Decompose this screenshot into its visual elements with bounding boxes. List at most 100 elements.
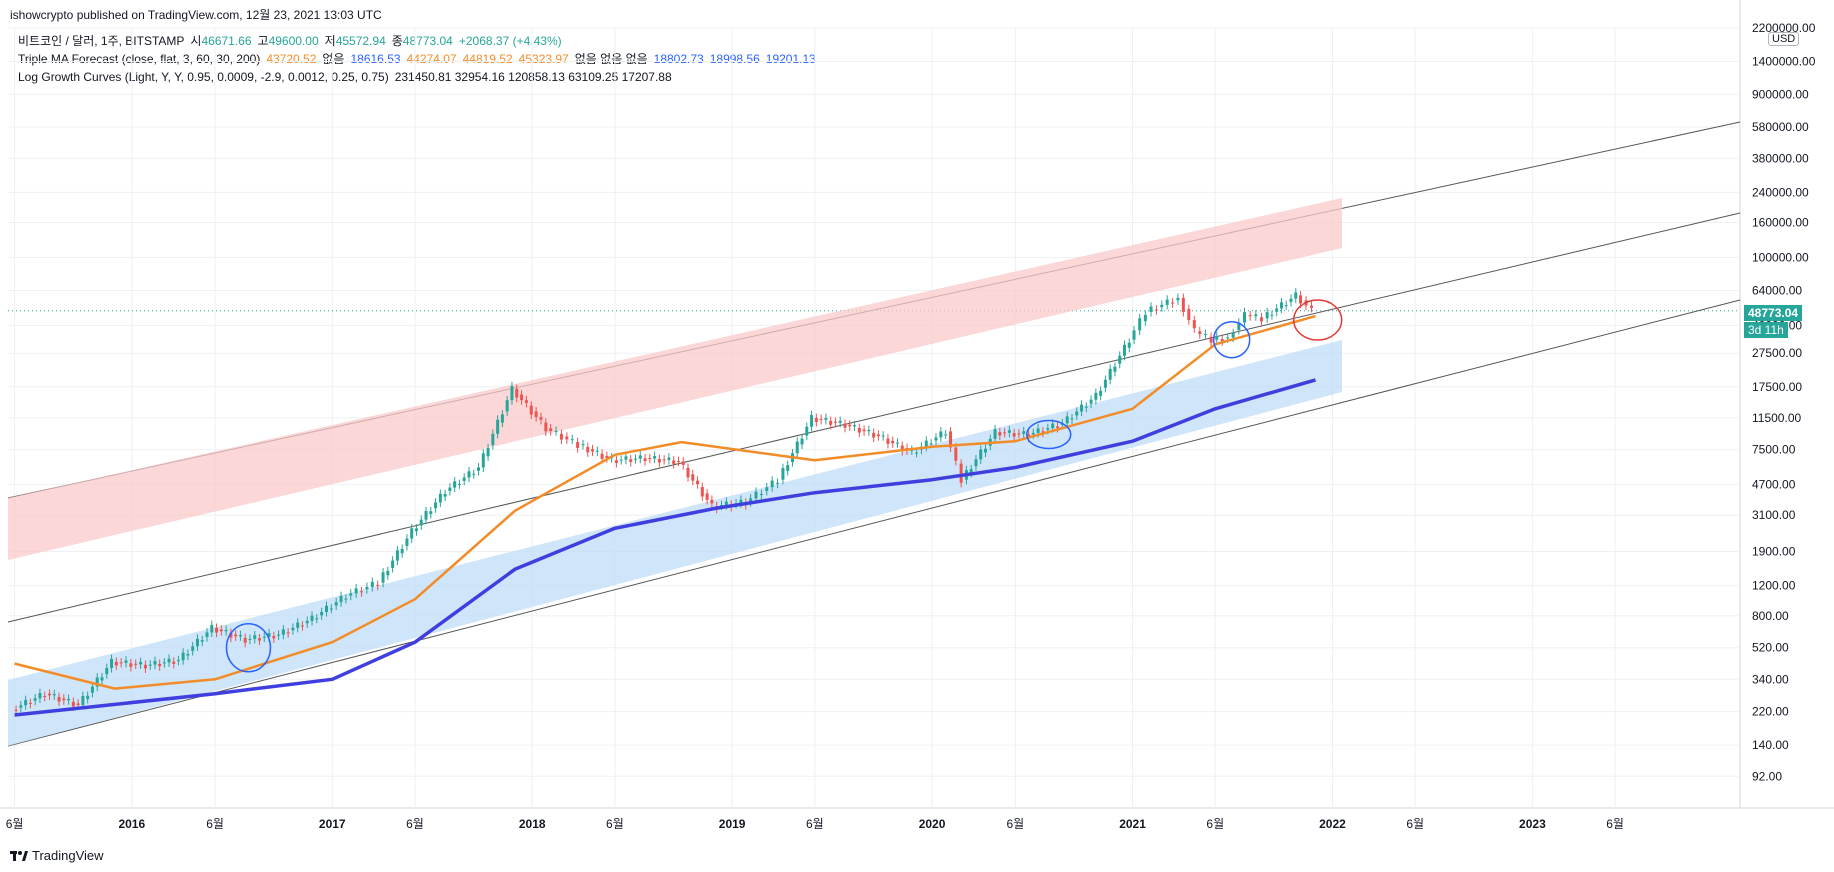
candle-body: [329, 608, 333, 610]
candle-body: [867, 429, 871, 432]
triple-ma-na1: 없음: [322, 52, 345, 66]
candle-body: [1187, 308, 1191, 321]
candle-body: [759, 493, 763, 495]
blue-circle-2016: [225, 622, 272, 673]
candle-body: [24, 700, 28, 706]
candle-body: [57, 696, 61, 702]
indicator-name-log-growth[interactable]: Log Growth Curves (Light, Y, Y, 0.95, 0.…: [18, 70, 389, 84]
candle-body: [1036, 428, 1040, 433]
candle-body: [339, 595, 343, 603]
candle-body: [267, 633, 271, 637]
candle-body: [258, 638, 262, 641]
candle-body: [344, 598, 348, 600]
candle-body: [1275, 308, 1279, 312]
candle-body: [52, 694, 56, 696]
candle-body: [386, 570, 390, 576]
candle-body: [410, 528, 414, 539]
candle-body: [1243, 312, 1247, 323]
x-tick-label: 2016: [118, 817, 145, 831]
candle-body: [376, 584, 380, 586]
candle-body: [119, 662, 123, 664]
open-value: 46671.66: [201, 34, 252, 48]
candle-body: [129, 663, 133, 667]
candle-body: [105, 668, 109, 675]
candle-body: [162, 662, 166, 664]
candle-body: [414, 528, 418, 532]
candle-body: [781, 468, 785, 480]
candle-body: [200, 640, 204, 642]
price-axis[interactable]: 2200000.00 1400000.00 900000.00 580000.00 38…: [1752, 21, 1816, 783]
candle-body: [634, 458, 638, 460]
candle-body: [749, 498, 753, 503]
candle-body: [472, 473, 476, 475]
candle-body: [819, 418, 823, 420]
low-label: 저: [324, 34, 336, 48]
candle-body: [595, 450, 599, 452]
candle-body: [191, 646, 195, 651]
candle-body: [158, 663, 162, 667]
candle-body: [1127, 342, 1131, 348]
candle-body: [857, 427, 861, 433]
candle-body: [1080, 404, 1084, 412]
candle-body: [457, 483, 461, 485]
candle-body: [724, 501, 728, 506]
x-tick-label: 6월: [1006, 817, 1024, 831]
tradingview-brand[interactable]: TradingView: [10, 848, 104, 863]
candle-body: [1198, 331, 1202, 335]
candle-body: [14, 709, 18, 711]
candle-body: [300, 625, 304, 627]
candle-body: [1003, 432, 1007, 434]
candle-body: [570, 439, 574, 441]
y-tick-label: 340.00: [1752, 672, 1789, 686]
candle-body: [754, 491, 758, 499]
candle-body: [805, 426, 809, 436]
candle-body: [1149, 306, 1153, 312]
candle-body: [229, 632, 233, 638]
candle-body: [944, 434, 948, 436]
candle-body: [110, 658, 114, 669]
indicator-name-triple-ma[interactable]: Triple MA Forecast (close, flat, 3, 60, …: [18, 52, 261, 66]
candle-body: [186, 653, 190, 656]
brand-name: TradingView: [32, 848, 104, 863]
candle-body: [829, 420, 833, 425]
candle-body: [238, 635, 242, 637]
candle-body: [1165, 299, 1169, 305]
candle-body: [1192, 320, 1196, 329]
candle-body: [354, 588, 358, 594]
candle-body: [277, 634, 281, 636]
candle-body: [667, 457, 671, 460]
candle-body: [969, 469, 973, 473]
candle-body: [586, 447, 590, 453]
candle-body: [886, 438, 890, 444]
candle-body: [224, 629, 228, 632]
y-tick-label: 2200000.00: [1752, 21, 1816, 35]
triple-ma-v2: 18616.53: [350, 52, 401, 66]
candle-body: [600, 453, 604, 459]
y-tick-label: 160000.00: [1752, 216, 1809, 230]
candle-body: [167, 658, 171, 663]
candle-body: [1113, 366, 1117, 372]
candle-body: [286, 632, 290, 634]
candle-body: [320, 612, 324, 616]
candle-body: [1294, 292, 1298, 299]
time-axis[interactable]: 6월 2016 6월 2017 6월 2018 6월 2019 6월 2020 6월 2021 6월 20…: [6, 817, 1624, 831]
y-tick-label: 140.00: [1752, 738, 1789, 752]
annotation-circles[interactable]: [225, 299, 1343, 673]
candle-body: [700, 487, 704, 497]
candle-body: [676, 460, 680, 462]
candle-body: [114, 661, 118, 666]
candle-body: [81, 696, 85, 706]
candle-body: [100, 677, 104, 681]
symbol-label[interactable]: 비트코인 / 달러, 1주, BITSTAMP: [18, 34, 185, 48]
currency-label[interactable]: USD: [1768, 32, 1800, 46]
candle-body: [974, 459, 978, 467]
candle-body: [510, 386, 514, 401]
candle-body: [310, 615, 314, 621]
ma-200-line: [14, 378, 1316, 717]
candle-body: [810, 415, 814, 427]
x-tick-label: 6월: [406, 817, 424, 831]
candle-body: [544, 422, 548, 432]
candle-body: [248, 638, 252, 640]
y-tick-label: 800.00: [1752, 609, 1789, 623]
